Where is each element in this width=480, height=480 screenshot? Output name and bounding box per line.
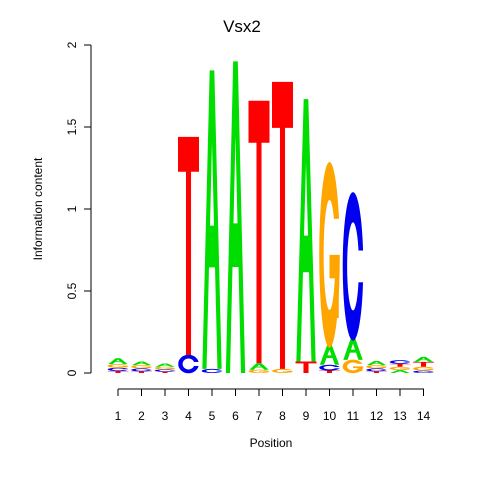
logo-letter-G (248, 369, 271, 374)
logo-letter-A (131, 361, 152, 366)
logo-letter-C (201, 368, 224, 374)
logo-letter-T (107, 371, 129, 373)
x-tick-label: 8 (279, 409, 286, 423)
x-tick-label: 11 (347, 409, 360, 423)
x-tick-label: 12 (370, 409, 384, 423)
logo-letter-T (295, 361, 317, 373)
x-tick-label: 5 (209, 409, 216, 423)
logo-stack-10 (319, 162, 341, 373)
logo-letter-G (154, 366, 177, 370)
x-tick-label: 4 (185, 409, 192, 423)
logo-letter-G (366, 365, 388, 369)
logo-letter-A (225, 61, 246, 374)
logo-letter-A (108, 358, 128, 365)
logo-stack-13 (389, 360, 412, 373)
x-ticks: 1 2 3 4 5 6 7 8 9 10 11 12 13 14 (115, 389, 431, 423)
logo-letter-T (248, 100, 270, 364)
x-tick-label: 2 (138, 409, 145, 423)
logo-letter-G (389, 366, 412, 371)
logo-letter-G (131, 365, 153, 369)
logo-letter-G (272, 368, 294, 374)
logo-letter-T (272, 81, 293, 369)
logo-stack-6 (225, 61, 246, 374)
x-tick-label: 1 (115, 409, 122, 423)
logo-stack-11 (342, 192, 365, 374)
logo-letter-G (319, 162, 341, 348)
logo-letter-C (389, 360, 412, 364)
logo-stack-1 (107, 358, 130, 373)
logo-letter-C (319, 364, 341, 371)
logo-letter-A (155, 363, 175, 367)
x-tick-label: 7 (256, 409, 263, 423)
logo-letter-T (413, 361, 434, 367)
x-tick-label: 9 (303, 409, 310, 423)
logo-stack-3 (154, 363, 177, 373)
logo-letter-G (107, 364, 130, 368)
logo-letter-T (154, 371, 176, 373)
x-tick-label: 6 (232, 409, 239, 423)
y-axis: 0 0.5 1 1.5 2 (65, 41, 92, 376)
logo-letter-T (319, 370, 340, 373)
y-ticks: 0 0.5 1 1.5 2 (65, 41, 91, 376)
logo-letter-A (319, 345, 340, 365)
y-tick-label: 0.5 (65, 282, 79, 299)
logo-letter-A (343, 338, 363, 360)
logo-letter-C (178, 354, 200, 374)
y-tick-label: 1.5 (65, 118, 79, 135)
logo-letter-T (389, 363, 411, 367)
logo-stack-9 (295, 99, 317, 373)
y-tick-label: 2 (65, 41, 79, 48)
logo-stack-14 (413, 356, 435, 374)
logo-letter-A (366, 361, 387, 366)
logo-letter-G (413, 366, 435, 371)
logo-stack-4 (178, 136, 200, 374)
logo-letter-C (154, 369, 177, 372)
y-axis-label: Information content (31, 157, 45, 260)
logo-letter-A (390, 370, 410, 373)
logo-stack-8 (272, 81, 294, 374)
logo-letter-A (202, 70, 222, 369)
logo-letter-C (366, 368, 388, 372)
logo-letter-C (107, 367, 130, 372)
x-tick-label: 10 (323, 409, 337, 423)
logo-letter-T (178, 136, 199, 355)
chart-title: Vsx2 (223, 17, 261, 36)
logo-letter-T (366, 371, 387, 373)
x-tick-label: 14 (417, 409, 431, 423)
logo-stack-12 (366, 361, 388, 373)
logo-letter-A (413, 356, 434, 362)
logo-stack-5 (201, 70, 224, 374)
logo-letter-T (131, 371, 152, 373)
y-tick-label: 0 (65, 369, 79, 376)
x-axis: 1 2 3 4 5 6 7 8 9 10 11 12 13 14 (115, 388, 431, 423)
logo-stacks (107, 61, 435, 374)
logo-letter-C (413, 370, 435, 374)
logo-letter-C (342, 192, 365, 341)
logo-letter-C (131, 368, 153, 372)
x-axis-label: Position (250, 436, 293, 450)
logo-stack-2 (131, 361, 153, 373)
x-tick-label: 13 (393, 409, 407, 423)
logo-letter-A (249, 363, 269, 370)
logo-stack-7 (248, 100, 271, 374)
logo-letter-A (296, 99, 316, 362)
logo-letter-G (342, 359, 365, 374)
x-tick-label: 3 (162, 409, 169, 423)
y-tick-label: 1 (65, 205, 79, 212)
